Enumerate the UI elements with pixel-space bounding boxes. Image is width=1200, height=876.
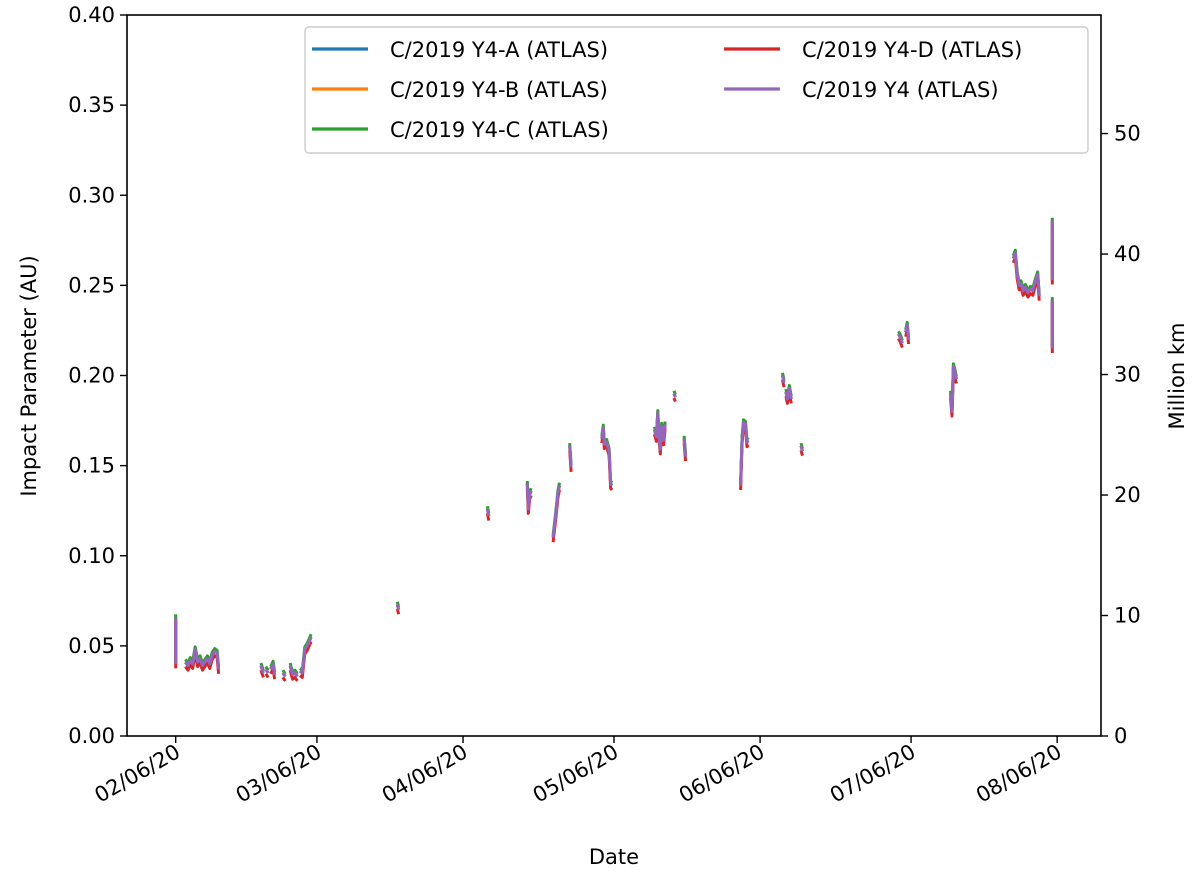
series-line-segment (799, 445, 804, 452)
series-3 (174, 217, 1054, 675)
y-tick-label: 0.10 (68, 544, 115, 568)
series-line-segment (672, 397, 677, 403)
series-line-segment (259, 665, 265, 674)
x-axis-label: Date (589, 845, 639, 869)
y-tick-label: 0.40 (68, 3, 115, 27)
legend-label: C/2019 Y4-D (ATLAS) (802, 38, 1022, 62)
series-line-segment (269, 662, 277, 675)
y-tick-label: 0.25 (68, 273, 115, 297)
x-tick-label: 03/06/20 (232, 740, 326, 808)
x-tick-label: 08/06/20 (972, 740, 1066, 808)
legend-label: C/2019 Y4 (ATLAS) (802, 78, 999, 102)
x-axis: 02/06/20 03/06/20 04/06/20 05/06/20 06/06/20… (91, 736, 1066, 807)
series-line-segment (904, 323, 911, 340)
y2-tick-label: 0 (1114, 724, 1127, 748)
y-tick-label: 0.00 (68, 724, 115, 748)
series-line-segment (264, 672, 270, 679)
y2-tick-label: 10 (1114, 604, 1141, 628)
series-line-segment (682, 438, 688, 457)
series-2 (174, 220, 1054, 678)
series-line-segment (525, 483, 533, 511)
series-line-segment (395, 604, 401, 611)
x-tick-label: 04/06/20 (378, 740, 472, 808)
series-line-segment (784, 386, 793, 401)
x-tick-label: 05/06/20 (529, 740, 623, 808)
y2-tick-label: 50 (1114, 122, 1141, 146)
series-line-segment (897, 337, 904, 349)
series-line-segment (485, 508, 491, 517)
series-line-segment (281, 676, 287, 682)
y-tick-label: 0.30 (68, 183, 115, 207)
series-line-segment (600, 426, 614, 487)
series-line-segment (949, 365, 958, 414)
series-line-segment (281, 672, 287, 678)
series-line-segment (288, 665, 299, 678)
y2-axis-label: Million km (1165, 323, 1189, 430)
series-line-segment (184, 652, 221, 674)
series-line-segment (1011, 251, 1041, 297)
y-tick-label: 0.35 (68, 93, 115, 117)
plot-lines (174, 217, 1054, 682)
series-line-segment (739, 420, 750, 486)
x-tick-label: 06/06/20 (675, 740, 769, 808)
y-axis-label: Impact Parameter (AU) (17, 255, 41, 496)
y-tick-label: 0.05 (68, 634, 115, 658)
y2-tick-label: 20 (1114, 483, 1141, 507)
legend-box (304, 26, 1089, 154)
y2-tick-label: 40 (1114, 242, 1141, 266)
legend-label: C/2019 Y4-A (ATLAS) (390, 38, 608, 62)
series-line-segment (897, 333, 904, 344)
y-tick-label: 0.20 (68, 364, 115, 388)
series-5 (174, 220, 1054, 678)
series-1 (174, 220, 1054, 678)
series-line-segment (264, 668, 270, 674)
series-line-segment (781, 375, 786, 384)
left-axis: 0.00 0.05 0.10 0.15 0.20 0.25 0.30 0.35 0.40 (68, 3, 127, 748)
x-tick-label: 02/06/20 (91, 740, 185, 808)
series-line-segment (551, 485, 561, 538)
y-tick-label: 0.15 (68, 454, 115, 478)
series-4 (174, 225, 1054, 682)
right-axis: 0 10 20 30 40 50 (1101, 122, 1141, 748)
series-line-segment (568, 445, 573, 468)
series-line-segment (672, 392, 677, 398)
legend: C/2019 Y4-A (ATLAS) C/2019 Y4-B (ATLAS) C/… (304, 26, 1089, 154)
series-line-segment (184, 648, 221, 670)
y2-tick-label: 30 (1114, 363, 1141, 387)
legend-label: C/2019 Y4-C (ATLAS) (390, 118, 609, 142)
series-line-segment (652, 411, 667, 451)
x-tick-label: 07/06/20 (826, 740, 920, 808)
legend-label: C/2019 Y4-B (ATLAS) (390, 78, 608, 102)
series-line-segment (281, 669, 287, 675)
series-line-segment (298, 636, 313, 675)
